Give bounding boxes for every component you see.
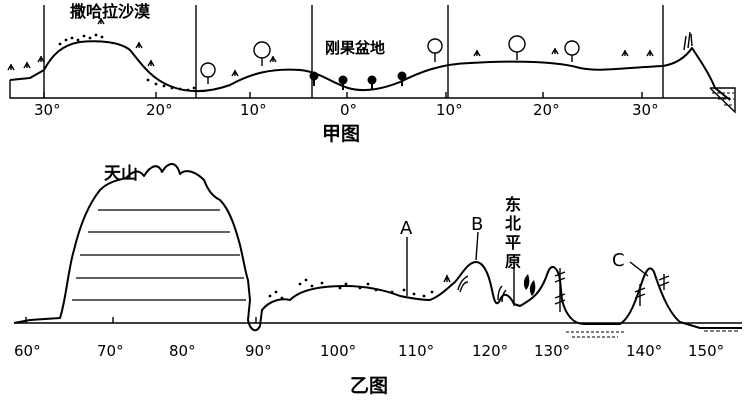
top-profile: 撒哈拉沙漠 刚果盆地 30° 20° 10° 0° 10° 20° 30° 甲图 — [7, 2, 736, 145]
congo-label: 刚果盆地 — [325, 39, 385, 57]
top-baseline — [9, 80, 730, 99]
top-tick: 30° — [34, 101, 61, 119]
top-tick: 20° — [533, 101, 560, 119]
forest-icon — [523, 274, 536, 296]
point-b-label: B — [471, 214, 483, 235]
lake — [566, 330, 740, 338]
tianshan-label: 天山 — [104, 164, 138, 184]
tree-icon — [200, 35, 580, 84]
ne-plain-label: 东 北 平 原 — [505, 195, 521, 271]
rainforest-tree-icon — [309, 71, 407, 90]
top-tick: 0° — [340, 101, 357, 119]
sahara-label: 撒哈拉沙漠 — [70, 2, 151, 21]
grass-icon — [443, 274, 507, 303]
bottom-tick: 80° — [169, 342, 196, 360]
sand-dots — [268, 278, 434, 300]
bottom-tick: 90° — [245, 342, 272, 360]
point-a-label: A — [400, 218, 413, 239]
bottom-tick: 100° — [320, 342, 356, 360]
bottom-tick: 70° — [97, 342, 124, 360]
top-tick: 20° — [146, 101, 173, 119]
bottom-tick: 130° — [534, 342, 570, 360]
bottom-profile: 天山 A B C 东 北 平 原 60° 70° 80° 90° 100° 11… — [13, 163, 742, 397]
sand-dots — [58, 33, 196, 92]
top-caption: 甲图 — [322, 123, 360, 145]
bottom-tick: 120° — [472, 342, 508, 360]
svg-text:平: 平 — [505, 233, 521, 252]
bottom-tick: 60° — [14, 342, 41, 360]
top-tick: 10° — [436, 101, 463, 119]
top-tick: 10° — [240, 101, 267, 119]
svg-text:东: 东 — [505, 195, 521, 214]
bottom-terrain-line — [13, 163, 742, 332]
bottom-tick: 150° — [688, 342, 724, 360]
top-lake — [709, 87, 736, 114]
conifer-icon — [554, 268, 670, 312]
bottom-caption: 乙图 — [350, 375, 388, 397]
top-tick: 30° — [632, 101, 659, 119]
b-pointer — [475, 231, 479, 261]
svg-text:北: 北 — [505, 214, 521, 233]
c-pointer — [629, 261, 649, 277]
svg-text:原: 原 — [505, 252, 521, 271]
point-c-label: C — [612, 250, 625, 271]
top-terrain-line — [9, 40, 731, 101]
tianshan-strata — [72, 209, 246, 301]
bottom-tick: 110° — [398, 342, 434, 360]
bottom-tick: 140° — [626, 342, 662, 360]
grass-icon — [7, 17, 693, 77]
